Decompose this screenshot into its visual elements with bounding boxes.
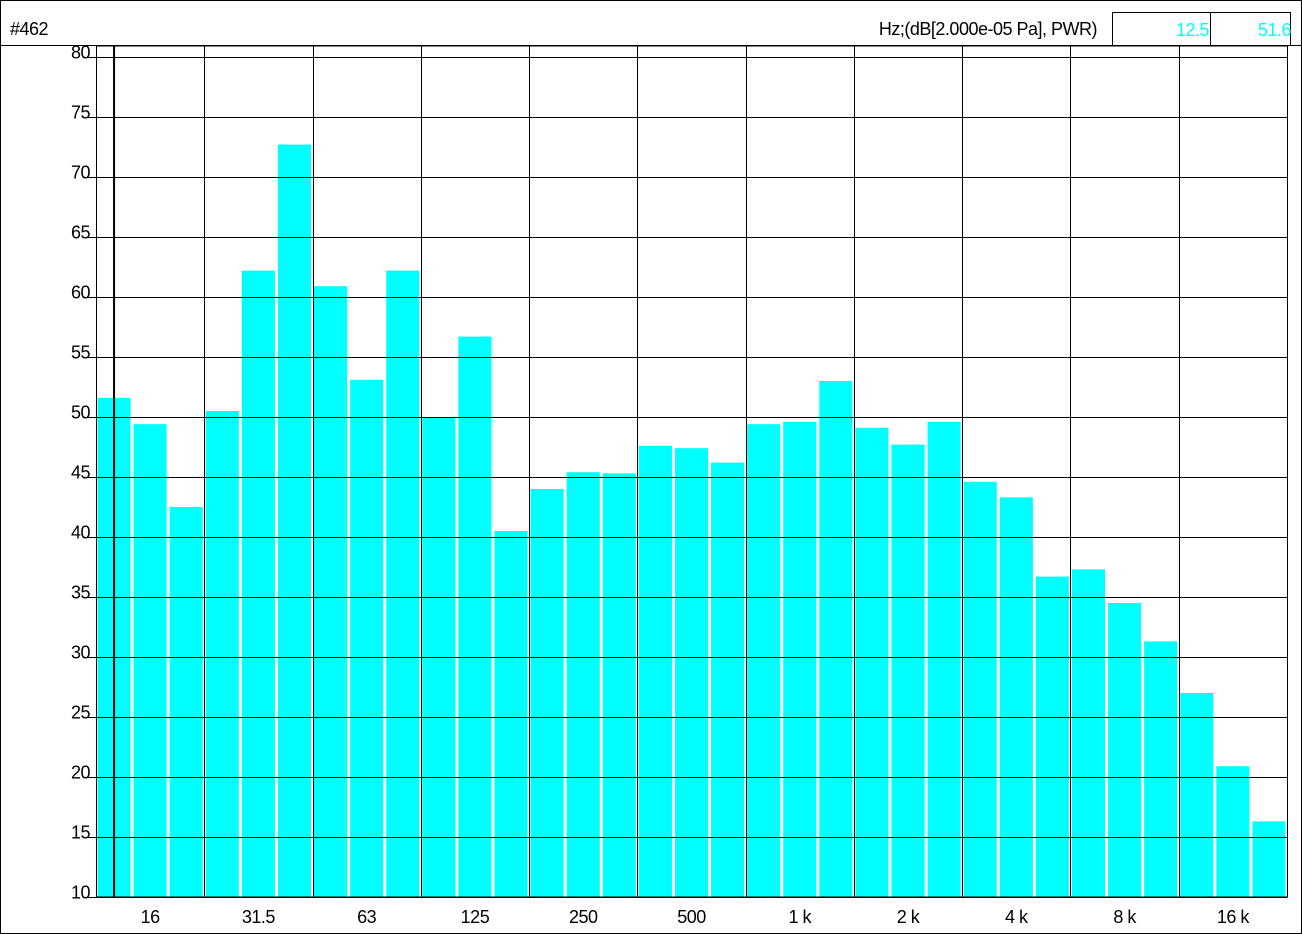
bar [1180, 693, 1214, 897]
x-tick-label: 125 [461, 907, 490, 927]
bar [783, 421, 817, 897]
bar [530, 489, 564, 897]
cursor-box [1112, 12, 1211, 46]
y-tick-label: 55 [71, 342, 91, 362]
y-tick-label: 40 [71, 522, 91, 542]
x-tick-label: 31.5 [242, 907, 276, 927]
y-tick-label: 50 [71, 402, 91, 422]
bar [674, 448, 709, 897]
x-tick-label: 16 k [1217, 907, 1251, 927]
y-tick-label: 45 [71, 462, 91, 482]
bar [638, 445, 672, 897]
bar [350, 379, 384, 897]
y-tick-label: 80 [71, 42, 91, 62]
bar [494, 531, 528, 897]
bar [1108, 603, 1142, 897]
chart-title: #462 [10, 19, 49, 39]
y-tick-label: 30 [71, 642, 91, 662]
bar [1252, 821, 1286, 897]
y-tick-label: 20 [71, 762, 91, 782]
unit-label: Hz;(dB[2.000e-05 Pa], PWR) [879, 19, 1097, 39]
x-tick-label: 63 [357, 907, 377, 927]
bar [891, 444, 925, 897]
bar [314, 286, 348, 897]
bar [855, 427, 889, 897]
bar [602, 473, 636, 897]
bar [169, 507, 203, 897]
bar [1144, 641, 1178, 897]
y-tick-label: 25 [71, 702, 91, 722]
y-tick-label: 60 [71, 282, 91, 302]
x-tick-label: 1 k [789, 907, 813, 927]
bar [1216, 766, 1250, 897]
bar [963, 481, 997, 897]
y-tick-label: 70 [71, 162, 91, 182]
bar [999, 497, 1033, 897]
y-tick-label: 75 [71, 102, 91, 122]
bar [711, 462, 745, 897]
x-tick-label: 8 k [1113, 907, 1137, 927]
bar [205, 411, 239, 897]
cursor-value: 51.6 [1258, 20, 1292, 40]
x-tick-label: 4 k [1005, 907, 1029, 927]
bar [927, 421, 961, 897]
bar [747, 424, 781, 897]
x-tick-label: 500 [677, 907, 706, 927]
x-tick-label: 250 [569, 907, 598, 927]
bar [386, 270, 420, 898]
bar [1035, 576, 1069, 897]
x-tick-label: 2 k [897, 907, 921, 927]
y-tick-label: 65 [71, 222, 91, 242]
bar [277, 144, 312, 898]
bar [819, 381, 853, 897]
y-tick-label: 10 [71, 882, 91, 902]
bar [133, 424, 167, 897]
x-tick-label: 16 [141, 907, 161, 927]
y-tick-label: 35 [71, 582, 91, 602]
bar [241, 270, 275, 898]
cursor-box [1210, 12, 1291, 46]
plot-frame [96, 45, 1288, 898]
cursor-frequency: 12.5 [1176, 20, 1210, 40]
bar [566, 472, 600, 897]
y-tick-label: 15 [71, 822, 91, 842]
bar [458, 336, 492, 898]
bar [1071, 569, 1106, 897]
